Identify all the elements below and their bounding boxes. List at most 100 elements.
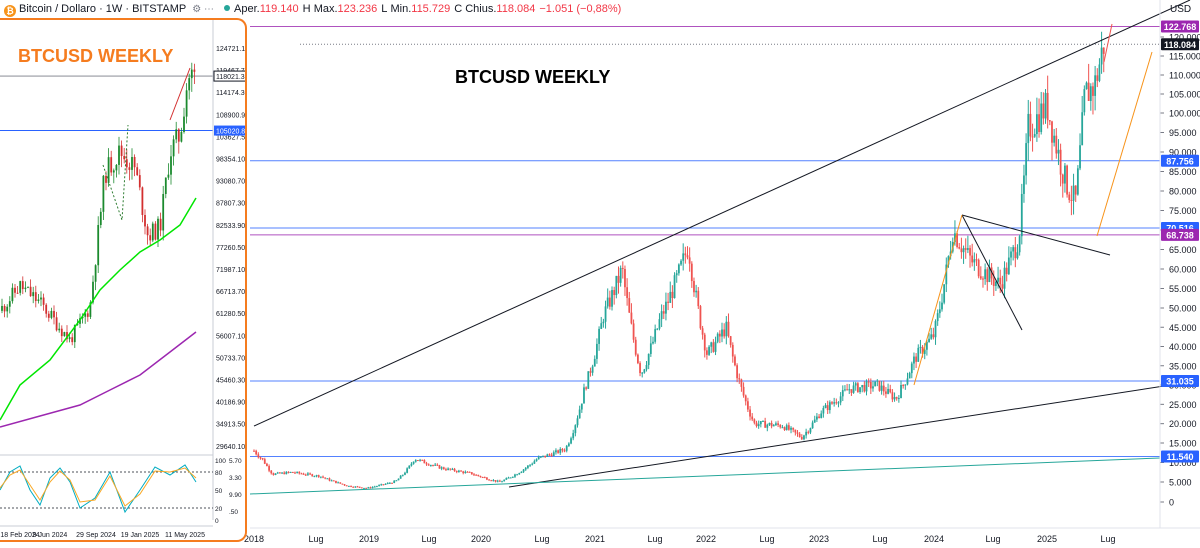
inset-price-tick-label: 71987.10	[216, 267, 245, 274]
inset-osc-line-1	[0, 464, 197, 514]
inset-candle-body	[185, 90, 188, 117]
candle-body	[885, 391, 887, 394]
candle-body	[695, 290, 698, 293]
inset-candle-body	[55, 317, 58, 331]
candle-body	[701, 328, 704, 335]
inset-candle-body	[162, 193, 165, 231]
candle-body	[354, 486, 357, 488]
inset-candle-body	[16, 292, 19, 294]
candle-body	[283, 472, 286, 475]
candle-body	[921, 346, 924, 354]
price-tag-box	[1161, 38, 1199, 51]
inset-candle-body	[188, 78, 191, 91]
inset-candle-body	[94, 265, 97, 282]
candle-body	[531, 463, 534, 465]
inset-candle-body	[89, 302, 92, 317]
inset-price-tick-label: 77260.50	[216, 245, 245, 252]
candle-body	[971, 255, 974, 263]
inset-candle-body	[115, 164, 118, 171]
inset-candle-body	[164, 177, 167, 194]
candle-body	[451, 468, 454, 470]
time-tick-label: 2018	[244, 534, 264, 544]
close-label: C	[454, 3, 463, 15]
candle-body	[427, 464, 430, 466]
candle-body	[820, 413, 823, 418]
time-axis[interactable]: 2018 Lug 2019 Lug 2020 Lug 2021 Lug 2022 Lug 2023 L…	[244, 527, 1200, 544]
time-tick-label: Lug	[985, 534, 1000, 544]
candle-body	[880, 385, 883, 391]
candle-body	[1064, 165, 1066, 184]
candle-body	[1020, 193, 1023, 237]
time-tick-label: Lug	[872, 534, 887, 544]
inset-candle-body	[190, 69, 193, 79]
inset-candle-body	[45, 304, 48, 314]
candle-body	[945, 264, 948, 285]
inset-osc-tick-label: 80	[215, 470, 223, 477]
candle-body	[382, 484, 385, 486]
candle-body	[727, 321, 730, 337]
candle-body	[529, 464, 531, 466]
candle-body	[572, 433, 575, 439]
candle-body	[406, 468, 409, 473]
inset-candle-body	[1, 305, 3, 311]
candle-body	[255, 450, 258, 455]
inset-price-tag-label: 118021.35	[216, 74, 247, 81]
candle-body	[852, 385, 855, 393]
price-tick-label: 5.000	[1169, 478, 1192, 488]
inset-chart-panel[interactable]: 124721.10119467.70114174.30108900.901036…	[0, 18, 247, 542]
candle-body	[688, 257, 691, 264]
inset-candle-body	[118, 145, 120, 165]
candle-body	[1012, 247, 1015, 252]
candle-body	[906, 378, 909, 385]
candle-body	[876, 380, 879, 382]
candle-body	[1076, 168, 1079, 195]
candle-body	[990, 267, 993, 279]
candle-body	[969, 248, 971, 256]
candle-body	[421, 459, 424, 461]
time-tick-label: 2023	[809, 534, 829, 544]
inset-candle-body	[66, 332, 68, 340]
candle-body	[897, 398, 900, 400]
candle-body	[294, 472, 296, 474]
candle-body	[520, 471, 523, 473]
inset-time-tick-label: 9 Jun 2024	[33, 532, 68, 539]
inset-time-tick-label: 29 Sep 2024	[76, 532, 116, 539]
candle-body	[1010, 251, 1012, 258]
candle-body	[712, 342, 715, 352]
candle-body	[1033, 134, 1036, 137]
candle-body	[268, 466, 270, 471]
candle-body	[270, 470, 273, 474]
price-tag-label: 118.084	[1164, 40, 1196, 50]
candle-body	[537, 457, 540, 460]
candle-body	[365, 487, 368, 489]
candle-body	[455, 471, 458, 473]
settings-icon[interactable]: ⚙ ⋯	[192, 4, 215, 15]
price-axis[interactable]: 120.000 115.000 110.000 105.000 100.000 95.00…	[1159, 0, 1200, 528]
candle-body	[999, 277, 1002, 285]
inset-price-axis[interactable]: 124721.10119467.70114174.30108900.901036…	[212, 20, 247, 520]
open-value: 119.140	[259, 3, 299, 15]
inset-candle-body	[128, 167, 131, 170]
close-value: 118.084	[496, 3, 536, 15]
bitcoin-icon: ₿	[4, 5, 16, 17]
candle-body	[837, 402, 840, 404]
symbol-name[interactable]: Bitcoin / Dollaro · 1W · BITSTAMP	[19, 3, 187, 15]
inset-candle-body	[29, 286, 32, 297]
candle-body	[867, 381, 870, 383]
candle-body	[309, 473, 311, 475]
inset-chart[interactable]: 124721.10119467.70114174.30108900.901036…	[0, 20, 247, 542]
candle-body	[253, 450, 255, 452]
candle-body	[550, 454, 553, 456]
candle-body	[557, 450, 559, 453]
inset-price-tag-box	[214, 125, 245, 136]
inset-osc-value-label: 3.30	[229, 475, 242, 482]
candle-body	[1079, 145, 1081, 169]
candle-body	[844, 389, 846, 391]
candle-body	[617, 275, 620, 283]
candle-body	[803, 435, 805, 440]
candle-body	[630, 312, 633, 324]
price-tick-label: 90.000	[1169, 148, 1197, 158]
candle-body	[846, 389, 848, 391]
